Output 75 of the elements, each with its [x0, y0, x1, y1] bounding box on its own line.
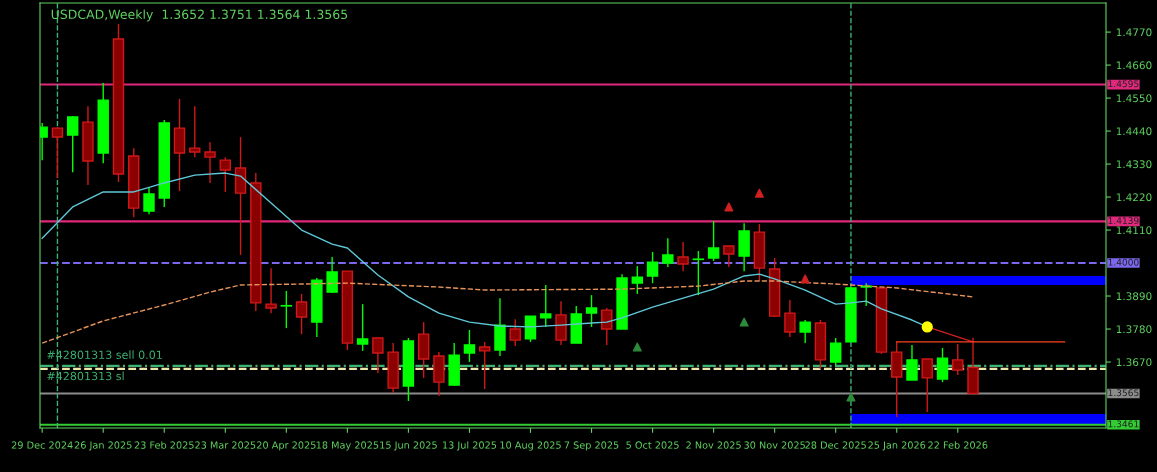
x-tick-label: 25 Jan 2026	[868, 441, 926, 451]
annotation: #42801313 sl	[47, 371, 124, 381]
candlestick	[372, 337, 384, 374]
candlestick	[707, 220, 720, 262]
y-tick-label: 1.4330	[1116, 160, 1152, 169]
candlestick	[631, 265, 644, 295]
candlestick	[677, 241, 689, 272]
x-tick-label: 29 Dec 2024	[11, 441, 73, 449]
candlestick	[952, 343, 964, 376]
y-tick-label: 1.4660	[1116, 61, 1152, 70]
candlestick	[189, 105, 201, 158]
x-tick-label: 13 Jul 2025	[443, 441, 497, 451]
candlestick	[463, 329, 476, 363]
candlestick	[143, 187, 155, 215]
candlestick	[356, 303, 369, 352]
candlestick	[723, 245, 735, 268]
x-tick-label: 26 Jan 2025	[74, 441, 132, 451]
x-tick-label: 22 Feb 2026	[928, 441, 988, 449]
point	[632, 342, 642, 352]
candlestick	[219, 156, 232, 193]
y-tick-label: 1.4550	[1116, 94, 1152, 103]
candlestick	[585, 294, 598, 328]
candlestick	[829, 337, 842, 366]
chart-title: USDCAD,Weekly 1.3652 1.3751 1.3564 1.3565	[51, 9, 348, 22]
y-tick-label: 1.4770	[1116, 28, 1152, 37]
candlestick	[906, 344, 918, 381]
candlestick	[509, 318, 521, 347]
candlestick	[280, 290, 293, 329]
x-tick-label: 2 Nov 2025	[686, 441, 741, 449]
candlestick	[479, 341, 491, 390]
candlestick	[799, 319, 811, 344]
x-tick-label: 7 Sep 2025	[564, 441, 619, 451]
ref-line-label: 1.4139	[1108, 217, 1139, 224]
ref-line-label: 1.3461	[1108, 420, 1139, 428]
point	[846, 392, 856, 402]
y-tick-label: 1.3890	[1116, 292, 1152, 301]
x-tick-label: 15 Jun 2025	[380, 441, 437, 451]
candlestick	[326, 256, 338, 294]
candlestick	[51, 126, 64, 179]
candlestick	[662, 237, 674, 268]
candlestick	[66, 115, 79, 173]
y-tick-label: 1.4220	[1116, 193, 1152, 202]
point	[724, 202, 734, 212]
y-tick-label: 1.4110	[1116, 226, 1152, 235]
ref-line-label: 1.3565	[1108, 389, 1139, 397]
candlestick	[601, 307, 613, 346]
candlestick	[921, 358, 933, 413]
candlestick	[265, 267, 277, 314]
line-series	[41, 280, 974, 344]
candlestick	[692, 250, 705, 296]
y-tick-label: 1.4440	[1116, 127, 1152, 136]
candlestick	[540, 284, 552, 328]
x-tick-label: 23 Feb 2025	[134, 441, 194, 449]
candlestick	[204, 141, 216, 184]
candlestick	[524, 315, 537, 343]
point	[754, 188, 764, 198]
point	[739, 317, 749, 327]
annotation: #42801313 sell 0.01	[47, 350, 162, 359]
x-tick-label: 20 Apr 2025	[256, 441, 316, 451]
x-tick-label: 30 Nov 2025	[744, 441, 805, 449]
point	[800, 274, 810, 284]
x-tick-label: 23 Mar 2025	[195, 441, 256, 449]
ref-line-label: 1.4000	[1108, 258, 1139, 266]
candlestick	[295, 293, 308, 335]
x-tick-label: 5 Oct 2025	[626, 441, 679, 449]
point	[921, 321, 933, 333]
y-tick-label: 1.3670	[1116, 358, 1152, 367]
x-tick-label: 18 May 2025	[316, 441, 379, 451]
candlestick	[936, 347, 949, 383]
x-tick-label: 10 Aug 2025	[500, 441, 561, 451]
x-tick-label: 28 Dec 2025	[805, 441, 866, 449]
candlestick	[784, 299, 796, 338]
ref-line-label: 1.4595	[1108, 80, 1139, 88]
y-tick-label: 1.3780	[1116, 325, 1152, 334]
candlestick	[646, 251, 659, 284]
